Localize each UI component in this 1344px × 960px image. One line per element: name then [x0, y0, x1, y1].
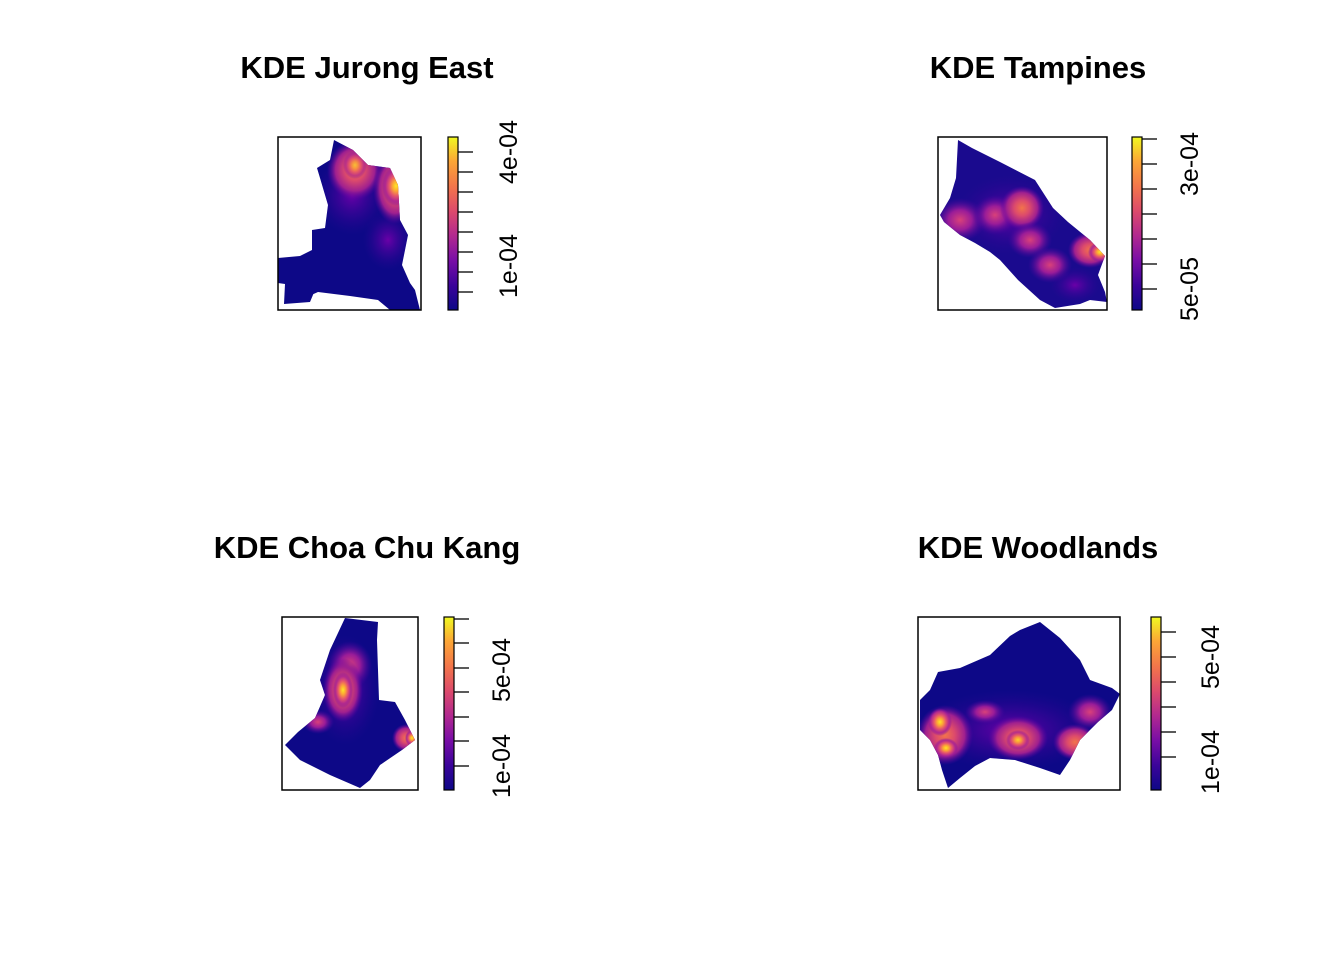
panel-tampines: KDE Tampines [930, 50, 1204, 321]
legend-tick-label: 5e-04 [488, 638, 516, 702]
density-map [277, 136, 422, 311]
map-frame [281, 616, 419, 791]
legend-tick-label: 4e-04 [495, 120, 523, 184]
panel-choa-chu-kang: KDE Choa Chu Kang [214, 530, 521, 798]
chart-title: KDE Woodlands [918, 530, 1159, 565]
legend-colorbar: 5e-04 1e-04 [443, 616, 516, 798]
map-frame [917, 616, 1121, 791]
legend-tick-label: 3e-04 [1176, 132, 1204, 196]
legend-colorbar: 4e-04 1e-04 [447, 120, 523, 311]
map-frame [277, 136, 422, 311]
panel-jurong-east: KDE Jurong East [240, 50, 523, 311]
density-map [281, 616, 419, 791]
map-frame [937, 136, 1108, 311]
legend-tick-label: 5e-05 [1176, 257, 1204, 321]
panel-woodlands: KDE Woodlands [917, 530, 1225, 794]
chart-title: KDE Choa Chu Kang [214, 530, 521, 565]
chart-title: KDE Tampines [930, 50, 1146, 85]
legend-tick-label: 1e-04 [488, 734, 516, 798]
legend-colorbar: 5e-04 1e-04 [1150, 616, 1225, 794]
chart-title: KDE Jurong East [240, 50, 493, 85]
density-map [937, 136, 1108, 311]
legend-tick-label: 1e-04 [1197, 730, 1225, 794]
density-map [917, 616, 1121, 791]
legend-tick-label: 1e-04 [495, 234, 523, 298]
legend-colorbar: 3e-04 5e-05 [1131, 132, 1204, 321]
legend-tick-label: 5e-04 [1197, 625, 1225, 689]
